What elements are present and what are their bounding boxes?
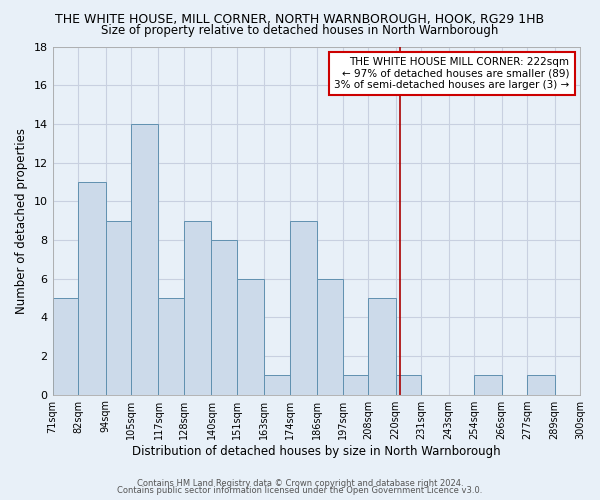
Text: THE WHITE HOUSE MILL CORNER: 222sqm
← 97% of detached houses are smaller (89)
3%: THE WHITE HOUSE MILL CORNER: 222sqm ← 97… <box>334 57 569 90</box>
Bar <box>106 220 131 394</box>
Bar <box>184 220 211 394</box>
Text: Contains public sector information licensed under the Open Government Licence v3: Contains public sector information licen… <box>118 486 482 495</box>
Bar <box>78 182 106 394</box>
Bar <box>265 375 290 394</box>
Text: Size of property relative to detached houses in North Warnborough: Size of property relative to detached ho… <box>101 24 499 37</box>
Bar <box>237 278 265 394</box>
Text: THE WHITE HOUSE, MILL CORNER, NORTH WARNBOROUGH, HOOK, RG29 1HB: THE WHITE HOUSE, MILL CORNER, NORTH WARN… <box>55 12 545 26</box>
Bar <box>158 298 184 394</box>
Text: Contains HM Land Registry data © Crown copyright and database right 2024.: Contains HM Land Registry data © Crown c… <box>137 478 463 488</box>
Bar <box>396 375 421 394</box>
Bar <box>131 124 158 394</box>
X-axis label: Distribution of detached houses by size in North Warnborough: Distribution of detached houses by size … <box>132 444 500 458</box>
Bar <box>343 375 368 394</box>
Bar <box>580 375 600 394</box>
Bar <box>368 298 396 394</box>
Bar <box>317 278 343 394</box>
Bar <box>474 375 502 394</box>
Bar <box>527 375 554 394</box>
Y-axis label: Number of detached properties: Number of detached properties <box>15 128 28 314</box>
Bar <box>53 298 78 394</box>
Bar <box>211 240 237 394</box>
Bar <box>290 220 317 394</box>
